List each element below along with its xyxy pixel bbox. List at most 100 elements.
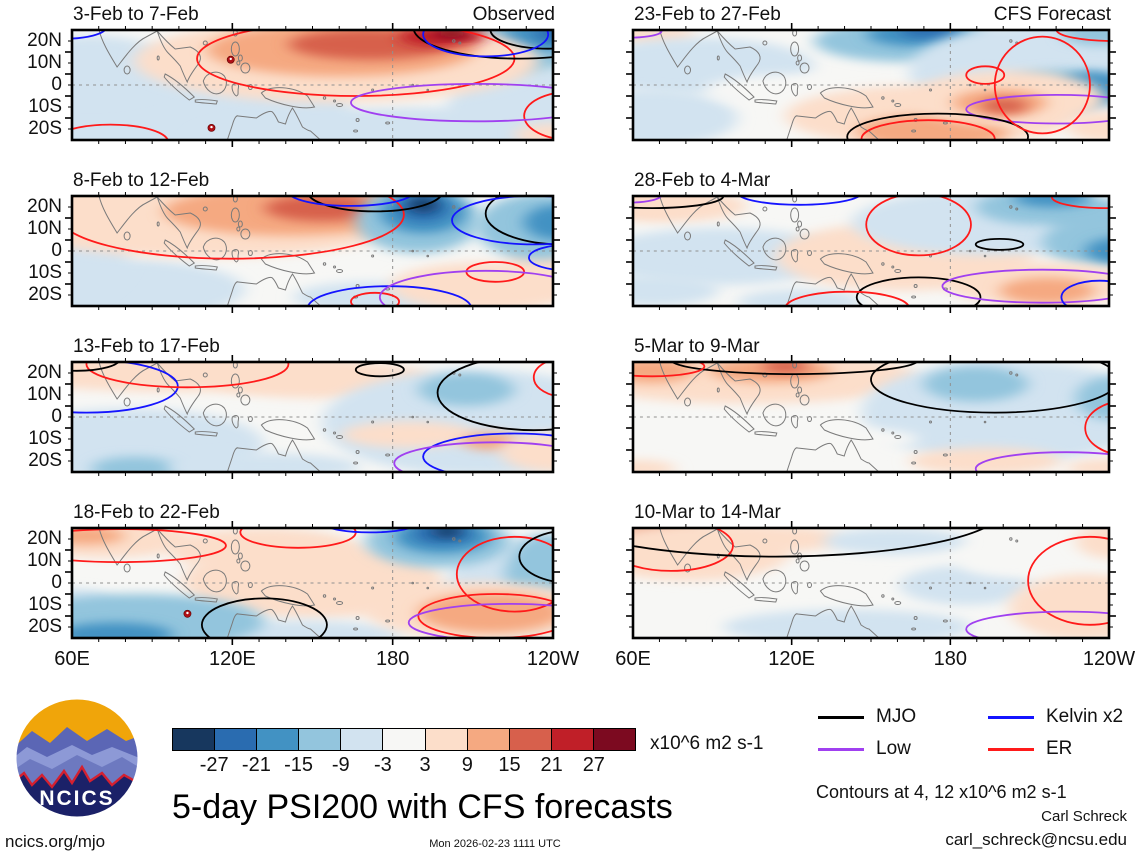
contour-low: [378, 269, 553, 306]
land-outlines: [659, 196, 1019, 306]
contour-mjo: [633, 528, 987, 558]
legend-label-low: Low: [876, 738, 911, 759]
y-tick-label: 20S: [28, 118, 62, 139]
contour-low: [965, 94, 1109, 125]
axis-ticks: [64, 521, 561, 645]
contour-mjo: [855, 276, 982, 306]
contour-kelvin: [72, 362, 179, 414]
panel-title: 10-Mar to 14-Mar: [634, 502, 781, 523]
panel-title: 13-Feb to 17-Feb: [73, 336, 220, 357]
colorbar-cell: [551, 729, 594, 750]
logo-ridge-line: [16, 764, 138, 789]
legend-line-er: [988, 748, 1034, 751]
figure-title: 5-day PSI200 with CFS forecasts: [172, 788, 673, 826]
x-tick-label: 120W: [1082, 648, 1135, 670]
site-link[interactable]: ncics.org/mjo: [5, 832, 106, 851]
contour-er: [633, 362, 706, 378]
anomaly-field: [72, 362, 553, 472]
land-outlines: [98, 30, 462, 140]
x-tick-label: 180: [375, 648, 410, 670]
contour-er: [85, 362, 290, 389]
logo-text: NCICS: [39, 787, 114, 810]
panel-source-label: Observed: [472, 4, 555, 25]
contour-note: Contours at 4, 12 x10^6 m2 s-1: [816, 782, 1067, 802]
x-tick-label: 60E: [615, 648, 651, 670]
contour-low: [350, 83, 553, 123]
panel-border: [631, 360, 1111, 474]
map-plot: [626, 521, 1116, 645]
contour-kelvin: [422, 30, 550, 58]
y-tick-label: 10N: [27, 384, 62, 405]
y-tick-label: 10N: [27, 218, 62, 239]
y-tick-label: 10S: [28, 262, 62, 283]
contour-mjo: [870, 362, 1109, 414]
colorbar-cell: [509, 729, 552, 750]
panel-border: [631, 28, 1111, 142]
colorbar-tick-label: 9: [461, 754, 473, 776]
panel-8-feb-to-12-feb: 8-Feb to 12-Feb 20N 10N 0 10S 20S: [27, 170, 561, 313]
contour-mjo: [518, 531, 553, 583]
credit-email[interactable]: carl_schreck@ncsu.edu: [945, 830, 1127, 849]
land-outlines: [659, 30, 1019, 140]
contour-er: [455, 535, 553, 613]
contour-er: [1084, 402, 1109, 454]
contour-er: [532, 362, 553, 397]
colorbar-cell: [383, 729, 426, 750]
x-tick-label: 120E: [768, 648, 816, 670]
y-tick-label: 10S: [28, 594, 62, 615]
contour-kelvin: [328, 528, 412, 534]
map-plot: [626, 189, 1116, 313]
panel-title: 5-Mar to 9-Mar: [634, 336, 760, 357]
colorbar-tick-label: -21: [241, 754, 271, 776]
legend-line-kelvin: [988, 716, 1034, 719]
contour-kelvin: [738, 196, 861, 206]
contour-er: [633, 528, 734, 572]
contour-low: [407, 603, 553, 638]
contour-low: [393, 441, 553, 472]
contour-kelvin: [1060, 279, 1109, 306]
panel-10-mar-to-14-mar: 10-Mar to 14-Mar 60E 120E 180 120W: [615, 502, 1135, 670]
contour-er: [350, 291, 400, 306]
colorbar-tick-label: 15: [498, 754, 521, 776]
contour-low: [941, 268, 1109, 304]
colorbar: [172, 728, 636, 751]
contour-low: [965, 610, 1109, 638]
land-outlines: [98, 362, 462, 472]
contour-low: [974, 451, 1109, 472]
cyclone-marker: [226, 55, 235, 64]
contour-mjo: [846, 112, 1029, 140]
contour-er: [784, 290, 910, 306]
credit-name: Carl Schreck: [1041, 808, 1127, 825]
contour-er: [1027, 535, 1109, 626]
x-tick-label: 60E: [54, 648, 90, 670]
y-tick-label: 0: [51, 572, 62, 593]
contour-kelvin: [422, 432, 553, 472]
panel-border: [631, 526, 1111, 640]
panel-18-feb-to-22-feb: 18-Feb to 22-Feb 20N 10N 0 10S 20S 60E 120E 180 1…: [27, 502, 579, 670]
land-outlines: [659, 362, 1019, 472]
colorbar-cell: [299, 729, 342, 750]
contour-kelvin: [290, 196, 412, 207]
y-tick-label: 20S: [28, 616, 62, 637]
contour-mjo: [633, 196, 725, 209]
colorbar-tick-label: -9: [331, 754, 350, 776]
x-tick-label: 120E: [208, 648, 256, 670]
colorbar-cell: [341, 729, 384, 750]
anomaly-field: [72, 196, 553, 306]
map-plot: [64, 355, 561, 479]
colorbar-cell: [215, 729, 258, 750]
timestamp: Mon 2026-02-23 1111 UTC: [429, 838, 561, 850]
colorbar-tick-label: 27: [582, 754, 605, 776]
legend-label-mjo: MJO: [876, 706, 917, 727]
contour-mjo: [436, 362, 553, 432]
y-tick-label: 10S: [28, 428, 62, 449]
colorbar-tick-label: 3: [419, 754, 431, 776]
panel-28-feb-to-4-mar: 28-Feb to 4-Mar: [626, 170, 1116, 313]
contour-er: [523, 92, 553, 139]
legend-line-mjo: [818, 716, 864, 719]
panel-title: 28-Feb to 4-Mar: [634, 170, 771, 191]
y-tick-label: 10N: [27, 550, 62, 571]
y-tick-label: 20S: [28, 450, 62, 471]
panel-border: [70, 526, 555, 640]
